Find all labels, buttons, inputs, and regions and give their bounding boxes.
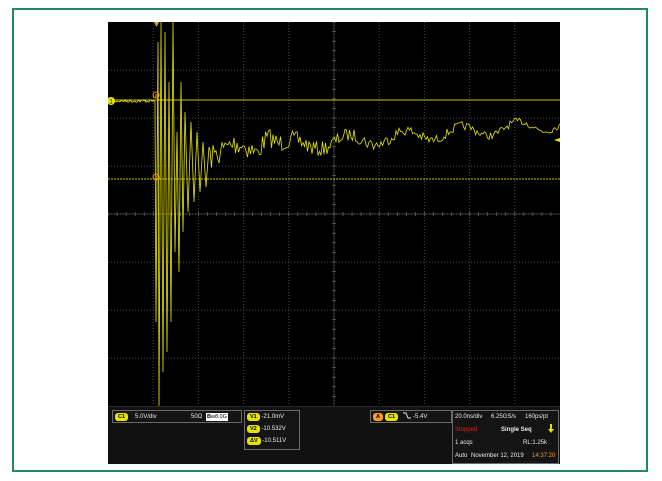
record-length: RL:1.25k [523, 440, 548, 446]
svg-text:1: 1 [109, 100, 113, 106]
waveform-graticule: 1 a b [108, 22, 560, 406]
run-status: Stopped [455, 427, 478, 433]
cursor-v2-value: -10.532V [261, 426, 286, 432]
channel-1-trace [108, 22, 560, 406]
cursor-v1-badge: V1 [247, 413, 260, 421]
input-impedance: 50Ω [191, 413, 203, 420]
trigger-mode: Auto [455, 453, 468, 459]
cursor-a-marker[interactable]: a [152, 91, 160, 99]
trigger-level-marker[interactable] [554, 138, 560, 142]
capture-time: 14:37:20 [532, 453, 556, 459]
svg-text:b: b [155, 175, 158, 181]
channel-1-settings[interactable]: C1 5.0V/div 50Ω Bw8.0G [112, 410, 242, 423]
acquisition-count: 1 acqs [455, 440, 473, 446]
trigger-settings[interactable]: A C1 -5.4V [370, 410, 452, 423]
timebase: 20.0ns/div [455, 414, 483, 420]
cursor-b-marker[interactable]: b [152, 173, 160, 181]
cursor-delta-value: -10.511V [262, 438, 287, 444]
sequence-mode: Single Seq [501, 427, 532, 433]
falling-edge-icon [403, 411, 411, 423]
cursor-delta-badge: ΔV [247, 437, 261, 445]
cursor-v1-value: -21.0mV [261, 414, 285, 420]
trigger-mode-badge: A [373, 412, 383, 421]
waveform-area: 1 a b [108, 22, 560, 406]
trigger-level: -5.4V [413, 413, 428, 420]
status-panel: C1 5.0V/div 50Ω Bw8.0G V1 -21.0mV V2 -10… [108, 406, 560, 464]
capture-date: November 12, 2019 [471, 453, 524, 459]
svg-text:a: a [155, 93, 158, 99]
bandwidth-tag: Bw8.0G [206, 412, 228, 421]
figure-frame [12, 8, 648, 472]
acquisition-info[interactable]: 20.0ns/div 6.25GS/s 160ps/pt Stopped Sin… [452, 410, 559, 464]
graticule-grid [108, 22, 560, 406]
trigger-position-marker[interactable] [154, 22, 159, 27]
trigger-source-badge: C1 [385, 412, 399, 421]
cursor-readout-box[interactable]: V1 -21.0mV V2 -10.532V ΔV -10.511V [244, 410, 300, 450]
volts-per-div: 5.0V/div [135, 413, 157, 420]
channel-1-marker[interactable]: 1 [108, 97, 115, 106]
sample-rate: 6.25GS/s [491, 414, 517, 420]
channel-1-badge: C1 [115, 412, 129, 421]
oscilloscope-display: 1 a b C1 5.0V/div 50Ω Bw8.0G V1 -21.0mV … [108, 22, 560, 464]
resolution: 160ps/pt [525, 414, 549, 420]
cursor-v2-badge: V2 [247, 425, 260, 433]
scroll-down-arrow-icon[interactable] [547, 424, 555, 437]
